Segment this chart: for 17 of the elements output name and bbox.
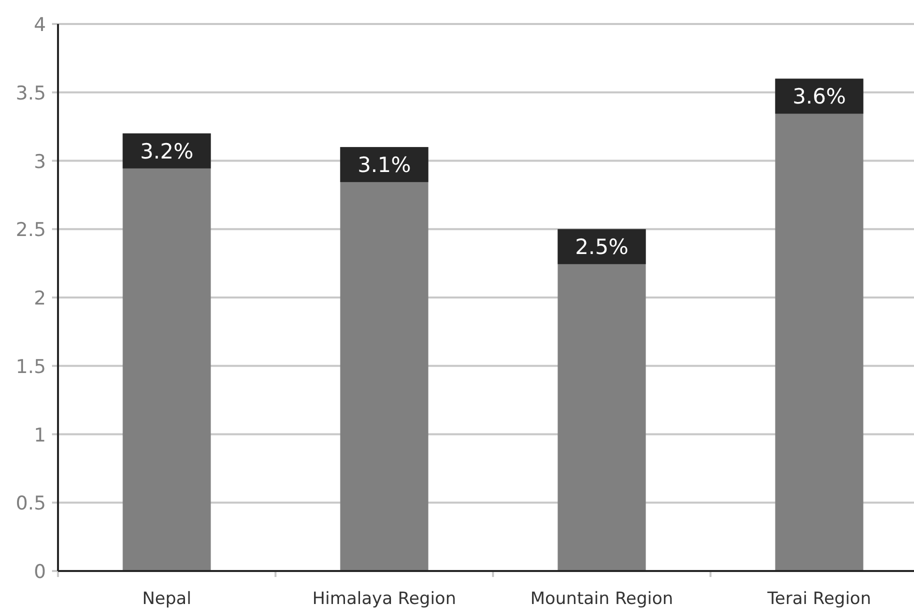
x-tick-label: Terai Region (766, 589, 872, 609)
data-label: 2.5% (575, 235, 628, 260)
y-tick-label: 0.5 (16, 492, 46, 515)
y-tick-label: 4 (34, 14, 46, 36)
y-tick-label: 0 (34, 561, 46, 583)
y-tick-label: 3.5 (16, 82, 46, 104)
data-label: 3.1% (358, 153, 411, 178)
x-tick-label: Mountain Region (530, 589, 674, 609)
y-tick-label: 2 (34, 288, 46, 310)
x-tick-label: Nepal (142, 589, 192, 609)
x-tick-label: Himalaya Region (312, 589, 456, 609)
data-label: 3.6% (792, 84, 846, 109)
y-tick-label: 1 (34, 424, 46, 446)
y-tick-label: 1.5 (16, 356, 46, 378)
y-tick-label: 3 (34, 150, 46, 173)
data-label: 3.2% (140, 139, 194, 164)
y-tick-label: 2.5 (16, 219, 46, 242)
